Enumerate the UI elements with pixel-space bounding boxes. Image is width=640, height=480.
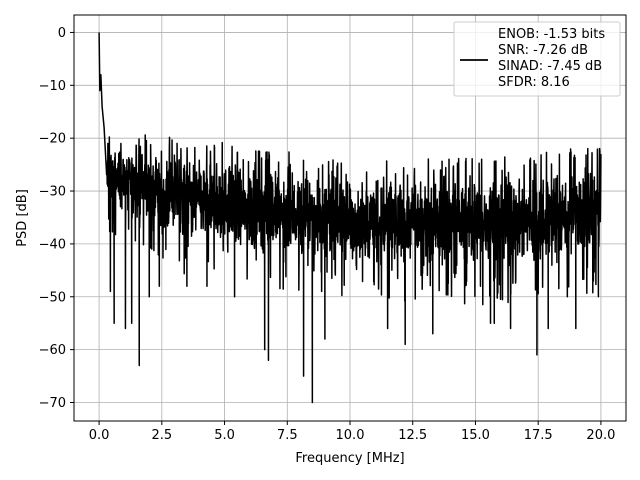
legend-text-enob: ENOB: -1.53 bits <box>498 27 605 42</box>
x-tick-label: 5.0 <box>214 428 235 443</box>
legend-text-sinad: SINAD: -7.45 dB <box>498 59 602 74</box>
legend-box <box>453 21 621 97</box>
x-tick-label: 2.5 <box>151 428 172 443</box>
x-tick-label: 12.5 <box>398 428 427 443</box>
y-tick-label: −40 <box>39 237 66 252</box>
y-tick-label: −10 <box>39 79 66 94</box>
y-tick-label: −20 <box>39 132 66 147</box>
x-tick-label: 0.0 <box>89 428 110 443</box>
x-axis-ticks: 0.0 2.5 5.0 7.5 10.0 12.5 15.0 17.5 20.0 <box>89 421 615 443</box>
y-tick-label: −60 <box>39 343 66 358</box>
y-axis-ticks: 0 −10 −20 −30 −40 −50 −60 −70 <box>39 26 74 411</box>
y-tick-label: 0 <box>58 26 66 41</box>
y-tick-label: −30 <box>39 185 66 200</box>
x-tick-label: 10.0 <box>336 428 365 443</box>
legend-text-sfdr: SFDR: 8.16 <box>498 75 570 90</box>
series-psd <box>98 32 602 404</box>
x-tick-label: 20.0 <box>586 428 615 443</box>
x-tick-label: 7.5 <box>277 428 298 443</box>
psd-line <box>98 32 602 404</box>
y-axis-label: PSD [dB] <box>15 189 30 247</box>
x-tick-label: 17.5 <box>524 428 553 443</box>
y-tick-label: −70 <box>39 396 66 411</box>
legend: ENOB: -1.53 bits SNR: -7.26 dB SINAD: -7… <box>453 21 621 97</box>
legend-text-snr: SNR: -7.26 dB <box>498 43 588 58</box>
y-tick-label: −50 <box>39 290 66 305</box>
x-axis-label: Frequency [MHz] <box>295 451 404 466</box>
x-tick-label: 15.0 <box>461 428 490 443</box>
